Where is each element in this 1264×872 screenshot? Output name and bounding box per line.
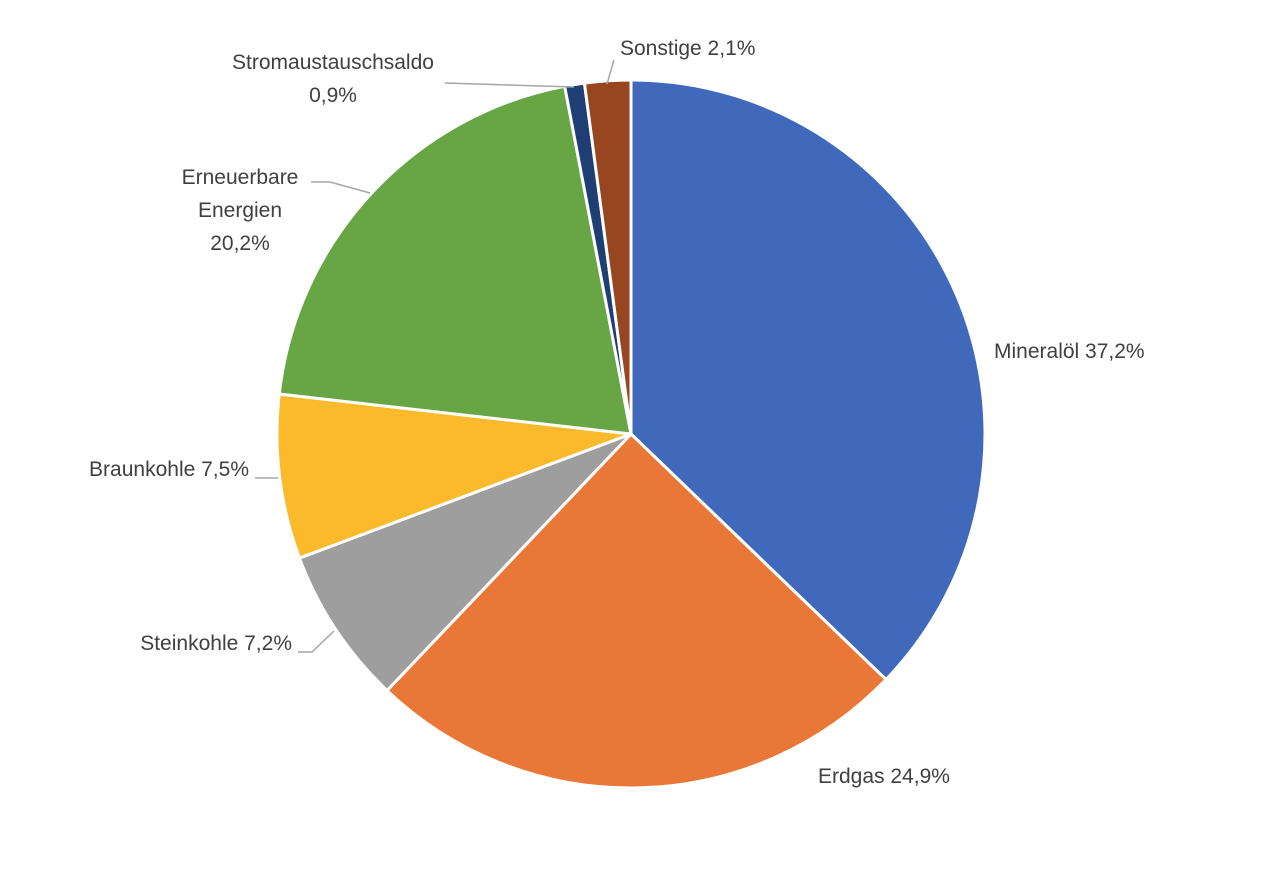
slice-label-mineral-l: Mineralöl 37,2% <box>994 340 1145 363</box>
pie-slice-erdgas <box>384 431 889 790</box>
slice-labels: Mineralöl 37,2% Erdgas 24,9% Steinkohle 7,… <box>89 37 1145 788</box>
pie-slice-braunkohle <box>275 392 632 561</box>
slice-label-steinkohle: Steinkohle 7,2% <box>140 632 292 655</box>
pie-slices <box>275 78 987 790</box>
pie-slice-mineral-l <box>629 78 987 682</box>
leader-lines <box>255 59 615 653</box>
slice-label-erneuerbare-energien: Erneuerbare Energien 20,2% <box>182 166 299 255</box>
slice-label-erdgas: Erdgas 24,9% <box>818 765 950 788</box>
leader-line-sonstige <box>606 59 615 85</box>
slice-label-braunkohle: Braunkohle 7,5% <box>89 458 249 481</box>
leader-line-erneuerbare-energien <box>311 181 371 194</box>
leader-line-stromaustauschsaldo <box>444 82 575 88</box>
slice-label-stromaustauschsaldo: Stromaustauschsaldo 0,9% <box>232 51 434 107</box>
pie-slice-erneuerbare-energien <box>277 84 633 436</box>
pie-slice-steinkohle <box>297 432 633 693</box>
leader-line-steinkohle <box>298 630 335 653</box>
slice-label-sonstige: Sonstige 2,1% <box>620 37 755 60</box>
